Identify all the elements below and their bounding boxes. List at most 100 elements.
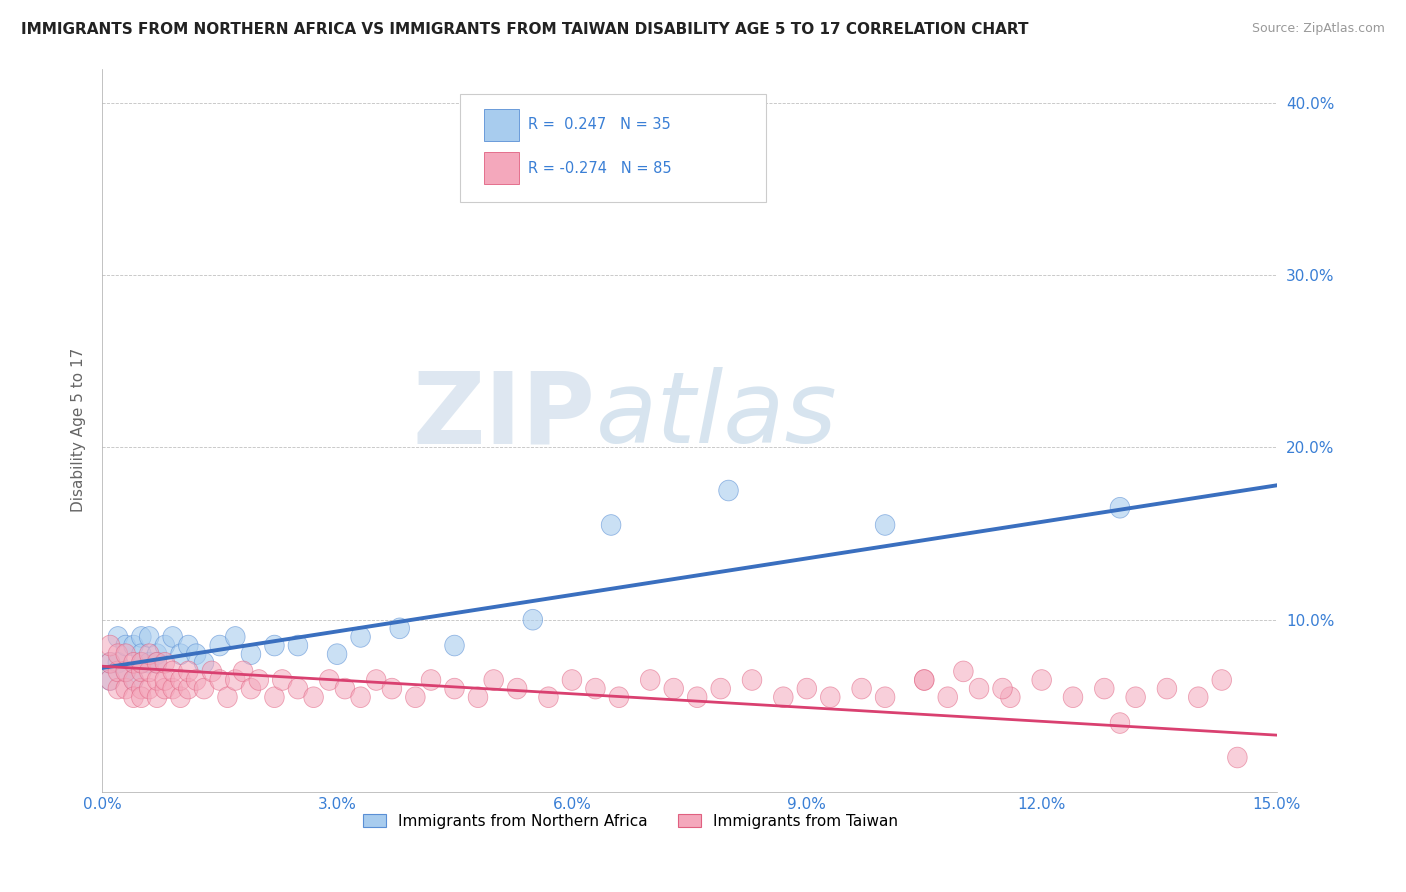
Ellipse shape [148, 687, 167, 707]
FancyBboxPatch shape [460, 94, 766, 202]
Y-axis label: Disability Age 5 to 17: Disability Age 5 to 17 [72, 348, 86, 512]
Ellipse shape [132, 661, 150, 681]
Ellipse shape [179, 635, 198, 656]
Ellipse shape [115, 661, 135, 681]
Ellipse shape [969, 678, 988, 699]
Ellipse shape [876, 515, 894, 535]
Ellipse shape [108, 652, 128, 673]
Ellipse shape [718, 480, 738, 501]
Ellipse shape [124, 670, 143, 690]
Ellipse shape [115, 635, 135, 656]
FancyBboxPatch shape [484, 153, 519, 185]
Ellipse shape [288, 678, 308, 699]
Ellipse shape [108, 644, 128, 665]
Ellipse shape [273, 670, 292, 690]
Ellipse shape [1111, 498, 1130, 518]
Ellipse shape [139, 661, 159, 681]
Ellipse shape [304, 687, 323, 707]
Ellipse shape [100, 652, 120, 673]
Ellipse shape [249, 670, 269, 690]
Ellipse shape [914, 670, 934, 690]
Ellipse shape [609, 687, 628, 707]
Ellipse shape [1063, 687, 1083, 707]
Ellipse shape [711, 678, 731, 699]
Ellipse shape [194, 652, 214, 673]
Ellipse shape [100, 670, 120, 690]
Ellipse shape [124, 652, 143, 673]
Ellipse shape [139, 652, 159, 673]
Ellipse shape [538, 687, 558, 707]
Ellipse shape [115, 661, 135, 681]
Ellipse shape [108, 678, 128, 699]
Ellipse shape [100, 635, 120, 656]
Text: R = -0.274   N = 85: R = -0.274 N = 85 [529, 161, 672, 176]
Ellipse shape [264, 687, 284, 707]
Text: atlas: atlas [595, 368, 837, 464]
Ellipse shape [155, 670, 174, 690]
Ellipse shape [914, 670, 934, 690]
Ellipse shape [132, 626, 150, 648]
Ellipse shape [139, 644, 159, 665]
Ellipse shape [405, 687, 425, 707]
Ellipse shape [319, 670, 339, 690]
Ellipse shape [444, 678, 464, 699]
Ellipse shape [124, 687, 143, 707]
Ellipse shape [422, 670, 441, 690]
Ellipse shape [367, 670, 387, 690]
Ellipse shape [179, 678, 198, 699]
Ellipse shape [148, 652, 167, 673]
Ellipse shape [444, 635, 464, 656]
Ellipse shape [225, 626, 245, 648]
Ellipse shape [664, 678, 683, 699]
Ellipse shape [170, 687, 190, 707]
Ellipse shape [1111, 713, 1130, 733]
Ellipse shape [124, 635, 143, 656]
Ellipse shape [170, 644, 190, 665]
Ellipse shape [155, 678, 174, 699]
Ellipse shape [1001, 687, 1021, 707]
Ellipse shape [288, 635, 308, 656]
Ellipse shape [139, 626, 159, 648]
Ellipse shape [1188, 687, 1208, 707]
Ellipse shape [242, 644, 260, 665]
Ellipse shape [124, 670, 143, 690]
Ellipse shape [641, 670, 659, 690]
Ellipse shape [187, 644, 205, 665]
Ellipse shape [194, 678, 214, 699]
Ellipse shape [688, 687, 707, 707]
Ellipse shape [202, 661, 222, 681]
Ellipse shape [350, 626, 370, 648]
Ellipse shape [852, 678, 872, 699]
Text: ZIP: ZIP [412, 368, 595, 464]
Ellipse shape [797, 678, 817, 699]
Ellipse shape [233, 661, 253, 681]
Ellipse shape [484, 670, 503, 690]
Ellipse shape [328, 644, 347, 665]
Text: Source: ZipAtlas.com: Source: ZipAtlas.com [1251, 22, 1385, 36]
Ellipse shape [468, 687, 488, 707]
Ellipse shape [508, 678, 527, 699]
Ellipse shape [350, 687, 370, 707]
Ellipse shape [132, 652, 150, 673]
Ellipse shape [179, 661, 198, 681]
Ellipse shape [602, 515, 621, 535]
Ellipse shape [993, 678, 1012, 699]
Ellipse shape [155, 652, 174, 673]
Ellipse shape [115, 644, 135, 665]
Ellipse shape [148, 652, 167, 673]
Text: IMMIGRANTS FROM NORTHERN AFRICA VS IMMIGRANTS FROM TAIWAN DISABILITY AGE 5 TO 17: IMMIGRANTS FROM NORTHERN AFRICA VS IMMIG… [21, 22, 1029, 37]
Text: R =  0.247   N = 35: R = 0.247 N = 35 [529, 118, 671, 132]
Ellipse shape [876, 687, 894, 707]
Ellipse shape [100, 670, 120, 690]
Ellipse shape [742, 670, 762, 690]
Ellipse shape [562, 670, 582, 690]
Ellipse shape [139, 678, 159, 699]
Ellipse shape [163, 678, 183, 699]
Ellipse shape [132, 687, 150, 707]
Ellipse shape [382, 678, 402, 699]
Ellipse shape [1212, 670, 1232, 690]
Ellipse shape [1227, 747, 1247, 768]
Ellipse shape [242, 678, 260, 699]
Legend: Immigrants from Northern Africa, Immigrants from Taiwan: Immigrants from Northern Africa, Immigra… [357, 807, 904, 835]
Ellipse shape [132, 678, 150, 699]
